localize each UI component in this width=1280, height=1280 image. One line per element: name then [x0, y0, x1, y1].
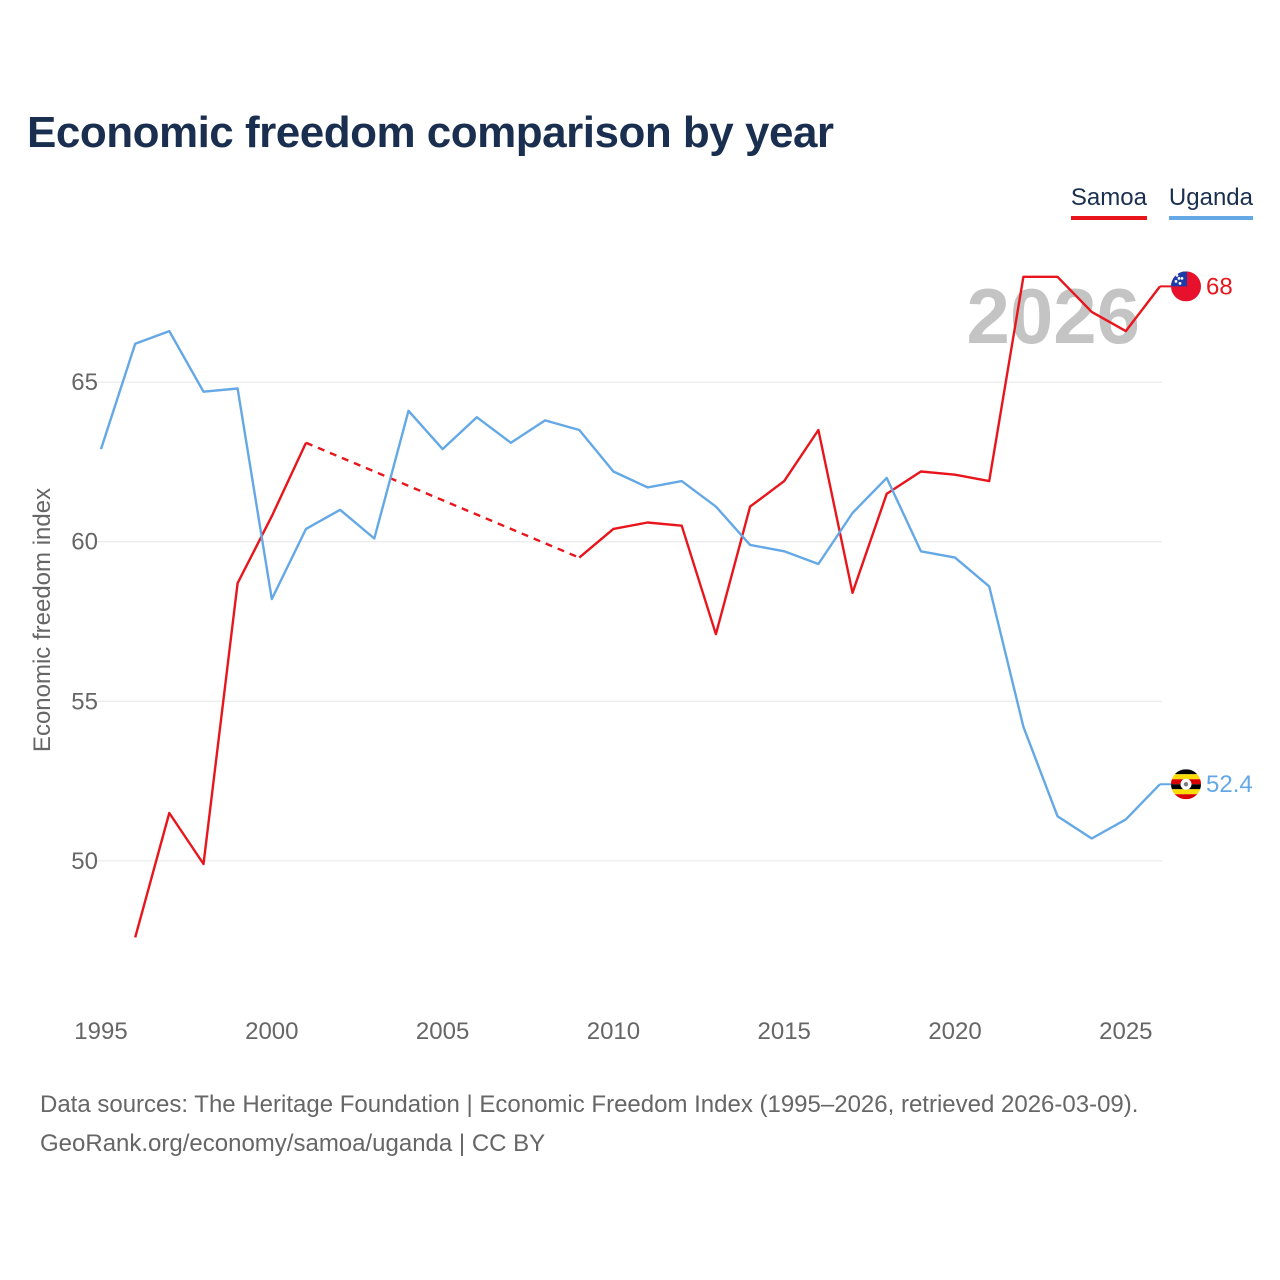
x-tick-label-2005: 2005: [416, 1018, 469, 1045]
y-axis-label: Economic freedom index: [29, 488, 56, 752]
footer: Data sources: The Heritage Foundation | …: [40, 1085, 1138, 1163]
y-tick-label-50: 50: [71, 848, 98, 875]
samoa-flag-icon: [1171, 271, 1201, 302]
x-tick-label-2025: 2025: [1099, 1018, 1152, 1045]
uganda-flag-icon: [1171, 769, 1201, 800]
y-tick-label-55: 55: [71, 688, 98, 715]
year-watermark: 2026: [966, 272, 1140, 360]
footer-attribution: GeoRank.org/economy/samoa/uganda | CC BY: [40, 1130, 546, 1157]
grid-lines: [95, 381, 1162, 862]
x-tick-label-2015: 2015: [758, 1018, 811, 1045]
footer-sources: Data sources: The Heritage Foundation | …: [40, 1091, 1139, 1118]
line-chart: 2026 1995 2000 2005 2010 2015 2020 2025 50 55 60…: [29, 271, 1253, 1045]
legend: Samoa Uganda: [1070, 184, 1253, 220]
samoa-end-label: 68: [1206, 273, 1233, 300]
y-tick-label-65: 65: [71, 369, 98, 396]
x-tick-label-2010: 2010: [587, 1018, 640, 1045]
y-axis-ticks: 50 55 60 65: [71, 369, 98, 875]
samoa-line-gap: [305, 441, 580, 559]
y-tick-label-60: 60: [71, 529, 98, 556]
x-tick-label-2000: 2000: [245, 1018, 298, 1045]
end-markers: 68 52.4: [1160, 271, 1253, 800]
series-lines: [99, 275, 1161, 938]
samoa-line-part-1: [134, 442, 308, 938]
legend-item-samoa[interactable]: Samoa: [1070, 184, 1147, 220]
uganda-line: [99, 329, 1161, 840]
legend-item-uganda[interactable]: Uganda: [1168, 184, 1253, 220]
chart-title: Economic freedom comparison by year: [27, 108, 834, 157]
samoa-line-part-2: [578, 275, 1161, 636]
x-tick-label-1995: 1995: [74, 1018, 127, 1045]
x-tick-label-2020: 2020: [928, 1018, 981, 1045]
uganda-end-label: 52.4: [1206, 771, 1253, 798]
x-axis-ticks: 1995 2000 2005 2010 2015 2020 2025: [74, 1018, 1152, 1045]
